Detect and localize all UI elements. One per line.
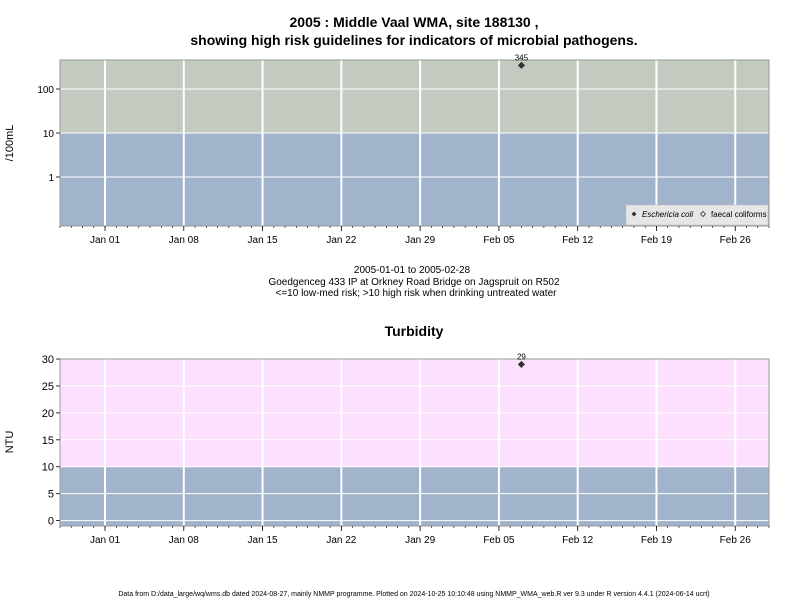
chart2-plot-area: 0 5 10 15 20 25 30 Jan 01 Jan 08 Jan 15 Jan 22 Jan …: [42, 352, 770, 546]
chart1-xtick-label-4: Jan 29: [405, 235, 435, 246]
chart1-ytick-label-0: 1: [48, 173, 54, 184]
chart2-xtick-label-0: Jan 01: [90, 535, 120, 546]
chart1-ytick-label-2: 100: [37, 85, 54, 96]
chart1-xtick-label-2: Jan 15: [248, 235, 278, 246]
chart2-frame: [59, 358, 770, 527]
chart1-caption-line3: <=10 low-med risk; >10 high risk when dr…: [276, 288, 558, 299]
chart1-xtick-label-0: Jan 01: [90, 235, 120, 246]
chart2-xtick-label-3: Jan 22: [326, 535, 356, 546]
chart2-ytick-label-5: 25: [42, 381, 54, 393]
chart1-caption-line1: 2005-01-01 to 2005-02-28: [354, 265, 471, 276]
legend-faecal-label: faecal coliforms: [711, 210, 767, 219]
chart1-title-line1: 2005 : Middle Vaal WMA, site 188130 ,: [290, 14, 539, 30]
chart1-frame: [59, 59, 770, 227]
chart2-point-label-0-0: 29: [517, 352, 526, 361]
legend-faecal-marker: [699, 210, 707, 218]
chart2-band-0: [60, 466, 769, 526]
chart2-ytick-label-2: 10: [42, 462, 54, 474]
chart2-xtick-label-5: Feb 05: [483, 535, 515, 546]
chart2-ytick-label-6: 30: [42, 354, 54, 366]
chart2-xtick-label-6: Feb 12: [562, 535, 594, 546]
chart2-xtick-label-8: Feb 26: [720, 535, 752, 546]
legend-ecoli-marker: [631, 211, 637, 217]
chart1-ytick-label-1: 10: [43, 129, 55, 140]
chart1-xtick-label-1: Jan 08: [169, 235, 199, 246]
chart1-xtick-label-6: Feb 12: [562, 235, 594, 246]
chart1-xtick-label-7: Feb 19: [641, 235, 673, 246]
chart1-band-1: [60, 60, 769, 133]
chart2-point-0-0: [517, 360, 525, 368]
chart1-legend: Eschericia coli faecal coliforms: [625, 204, 769, 226]
chart1-point-label-0-0: 345: [515, 53, 529, 62]
chart2-ylabel: NTU: [4, 431, 16, 454]
chart1-caption-line2: Goedgenceg 433 IP at Orkney Road Bridge …: [268, 277, 560, 288]
chart1-xtick-label-3: Jan 22: [326, 235, 356, 246]
chart1-ylabel: /100mL: [4, 125, 16, 162]
chart2-xtick-label-4: Jan 29: [405, 535, 435, 546]
chart2-ytick-label-4: 20: [42, 408, 54, 420]
chart1-xtick-label-5: Feb 05: [483, 235, 515, 246]
chart2-xtick-label-1: Jan 08: [169, 535, 199, 546]
chart2-ytick-label-3: 15: [42, 435, 54, 447]
legend-ecoli-label: Eschericia coli: [642, 210, 693, 219]
chart1-xtick-label-8: Feb 26: [720, 235, 752, 246]
chart1-plot-area: 1 10 100 Jan 01 Jan 08 Jan 15 Jan 22 Jan 29 Feb …: [37, 53, 770, 246]
chart2-ytick-label-0: 0: [48, 516, 54, 528]
chart1-title-line2: showing high risk guidelines for indicat…: [190, 32, 637, 48]
chart2-xtick-label-2: Jan 15: [248, 535, 278, 546]
chart1-point-0-0: [517, 61, 525, 69]
chart2-ytick-label-1: 5: [48, 489, 54, 501]
chart2-title: Turbidity: [385, 323, 444, 339]
footer-note: Data from D:/data_large/wq/wms.db dated …: [118, 591, 709, 598]
chart2-xtick-label-7: Feb 19: [641, 535, 673, 546]
legend-box: [625, 204, 769, 226]
